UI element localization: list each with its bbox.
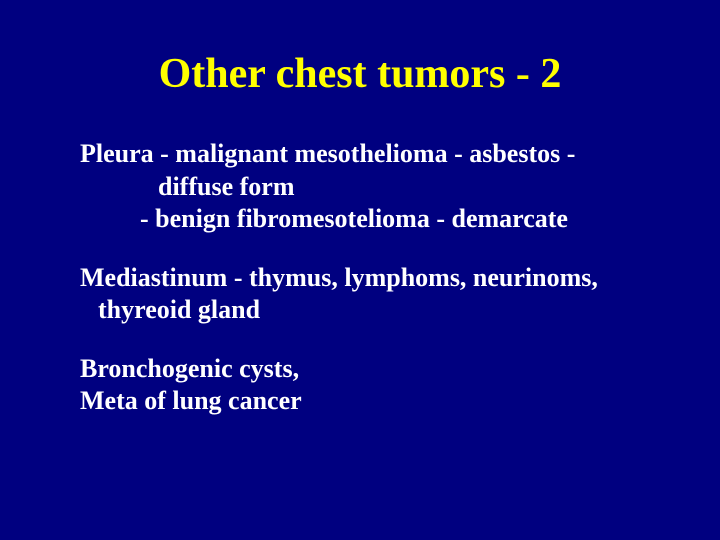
paragraph-bronchogenic: Bronchogenic cysts, Meta of lung cancer — [80, 353, 640, 418]
paragraph-mediastinum: Mediastinum - thymus, lymphoms, neurinom… — [80, 262, 640, 327]
line-bronchogenic-2: Meta of lung cancer — [80, 385, 640, 418]
line-mediastinum-2: thyreoid gland — [98, 294, 640, 327]
line-pleura-1: Pleura - malignant mesothelioma - asbest… — [80, 138, 640, 171]
line-pleura-3: - benign fibromesotelioma - demarcate — [140, 203, 640, 236]
slide-title: Other chest tumors - 2 — [80, 50, 640, 98]
line-mediastinum-1: Mediastinum - thymus, lymphoms, neurinom… — [80, 262, 640, 295]
slide-container: Other chest tumors - 2 Pleura - malignan… — [0, 0, 720, 540]
slide-body: Pleura - malignant mesothelioma - asbest… — [80, 138, 640, 418]
paragraph-pleura: Pleura - malignant mesothelioma - asbest… — [80, 138, 640, 236]
line-pleura-2: diffuse form — [158, 171, 640, 204]
line-bronchogenic-1: Bronchogenic cysts, — [80, 353, 640, 386]
